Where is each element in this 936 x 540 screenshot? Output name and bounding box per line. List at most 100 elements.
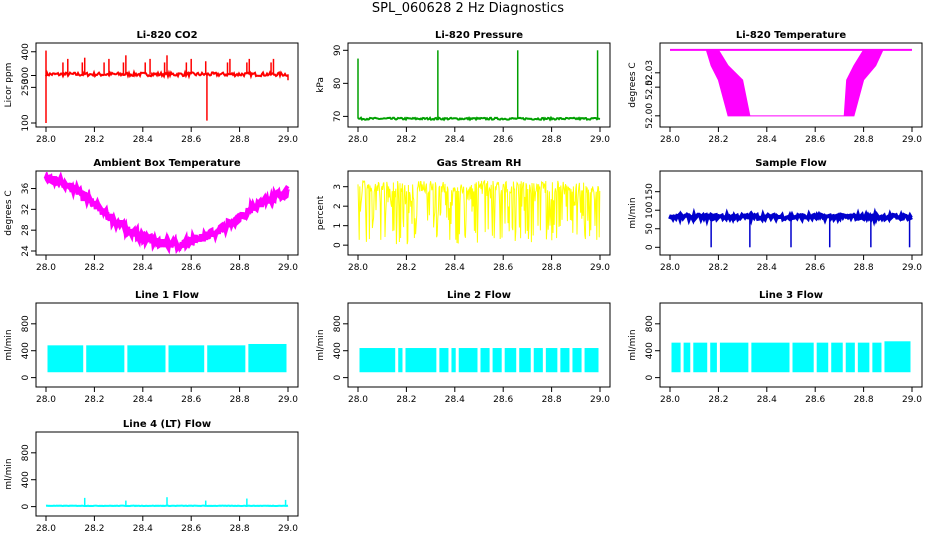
y-tick-label: 28 [21, 224, 31, 236]
y-axis-label: Licor ppm [4, 63, 14, 108]
y-tick-label: 80 [333, 77, 343, 89]
data-layer [359, 348, 599, 373]
flow-segment [127, 345, 166, 373]
chart-title: Li-820 Temperature [736, 30, 846, 41]
y-tick-label: 300 [21, 67, 31, 84]
x-tick-label: 28.8 [230, 395, 250, 405]
y-axis-label: ml/min [316, 329, 326, 360]
x-tick-label: 28.8 [230, 524, 250, 534]
data-layer [45, 497, 289, 508]
x-tick-label: 28.8 [230, 263, 250, 273]
y-tick-label: 52.00 [645, 103, 655, 129]
x-tick-label: 28.2 [708, 135, 728, 145]
y-tick-label: 90 [333, 44, 343, 56]
flow-segment [451, 348, 456, 373]
y-tick-label: 1 [333, 223, 343, 229]
y-axis-label: degrees C [628, 62, 638, 107]
y-tick-label: 400 [333, 342, 343, 359]
chart-title: Line 2 Flow [447, 290, 511, 301]
x-tick-label: 28.8 [542, 135, 562, 145]
plot-frame [347, 42, 611, 128]
y-axis-label: ml/min [628, 329, 638, 360]
x-tick-label: 29.0 [590, 395, 610, 405]
y-tick-label: 250 [21, 79, 31, 96]
plot-frame [347, 170, 611, 256]
plot-frame [659, 302, 923, 388]
chart-panel-line2: Line 2 Flow 28.0 28.2 28.4 28.6 28.8 29.0 0 400 8… [316, 290, 611, 405]
y-tick-label: 0 [645, 244, 655, 250]
x-tick-label: 28.4 [133, 263, 153, 273]
data-layer [671, 341, 911, 373]
flow-segment [671, 342, 681, 373]
flow-segment [504, 348, 517, 373]
chart-title: Line 4 (LT) Flow [123, 419, 211, 430]
y-tick-label: 32 [21, 204, 31, 215]
flow-segment [845, 342, 855, 373]
flow-segment [492, 348, 502, 373]
flow-segment [831, 342, 843, 373]
y-tick-label: 0 [21, 503, 31, 509]
y-tick-label: 400 [645, 342, 655, 359]
y-tick-label: 0 [645, 374, 655, 380]
data-layer [357, 179, 601, 245]
y-axis-label: ml/min [628, 197, 638, 228]
y-tick-label: 3 [333, 184, 343, 190]
x-tick-label: 28.0 [660, 263, 680, 273]
series-line [357, 179, 601, 245]
x-tick-label: 28.6 [805, 135, 825, 145]
y-axis-label: ml/min [4, 329, 14, 360]
x-tick-label: 28.4 [445, 395, 465, 405]
x-tick-label: 28.2 [84, 524, 104, 534]
y-axis-label: degrees C [4, 190, 14, 235]
x-tick-label: 28.6 [805, 263, 825, 273]
chart-panel-line1: Line 1 Flow 28.0 28.2 28.4 28.6 28.8 29.0 0 400 8… [4, 290, 299, 405]
flow-segment [584, 348, 599, 373]
x-tick-label: 28.0 [348, 263, 368, 273]
x-tick-label: 28.2 [84, 263, 104, 273]
chart-panel-box-temp: Ambient Box Temperature 28.0 28.2 28.4 28.6 2… [4, 158, 299, 273]
flow-segment [545, 348, 558, 373]
x-tick-label: 28.8 [230, 135, 250, 145]
x-tick-label: 28.6 [181, 524, 201, 534]
chart-panel-co2: Li-820 CO2 28.0 28.2 28.4 28.6 28.8 29.0 100 250… [4, 30, 299, 145]
chart-title: Ambient Box Temperature [93, 158, 240, 169]
flow-segment [560, 348, 570, 373]
x-tick-label: 28.8 [854, 263, 874, 273]
flow-segment [872, 342, 882, 373]
flow-segment [751, 342, 790, 373]
flow-segment [405, 348, 437, 373]
y-tick-label: 0 [21, 374, 31, 380]
plot-frame [35, 170, 299, 256]
flow-segment [719, 342, 749, 373]
chart-title: Li-820 Pressure [435, 30, 523, 41]
flow-segment [693, 342, 708, 373]
x-tick-label: 28.8 [854, 135, 874, 145]
y-tick-label: 0 [333, 242, 343, 248]
figure-title: SPL_060628 2 Hz Diagnostics [371, 1, 565, 16]
y-tick-label: 52.02 [645, 74, 655, 100]
x-tick-label: 28.0 [36, 135, 56, 145]
flow-segment [683, 342, 691, 373]
x-tick-label: 28.0 [36, 263, 56, 273]
x-tick-label: 28.4 [133, 395, 153, 405]
y-tick-label: 100 [645, 201, 655, 218]
chart-panel-licor-temp: Li-820 Temperature 28.0 28.2 28.4 28.6 28.8 29… [628, 30, 923, 145]
flow-segment [168, 345, 205, 373]
y-tick-label: 800 [21, 315, 31, 332]
chart-title: Li-820 CO2 [136, 30, 197, 41]
flow-segment [857, 342, 870, 373]
x-tick-label: 28.2 [396, 263, 416, 273]
x-tick-label: 28.4 [757, 135, 777, 145]
flow-segment [572, 348, 582, 373]
y-tick-label: 0 [333, 374, 343, 380]
x-tick-label: 28.0 [660, 135, 680, 145]
series-line [357, 115, 601, 122]
chart-title: Line 3 Flow [759, 290, 823, 301]
x-tick-label: 28.0 [660, 395, 680, 405]
x-tick-label: 28.2 [84, 135, 104, 145]
x-tick-label: 28.4 [445, 263, 465, 273]
chart-title: Gas Stream RH [437, 158, 522, 169]
x-tick-label: 28.2 [708, 263, 728, 273]
plot-frame [659, 42, 923, 128]
flow-segment [398, 348, 403, 373]
